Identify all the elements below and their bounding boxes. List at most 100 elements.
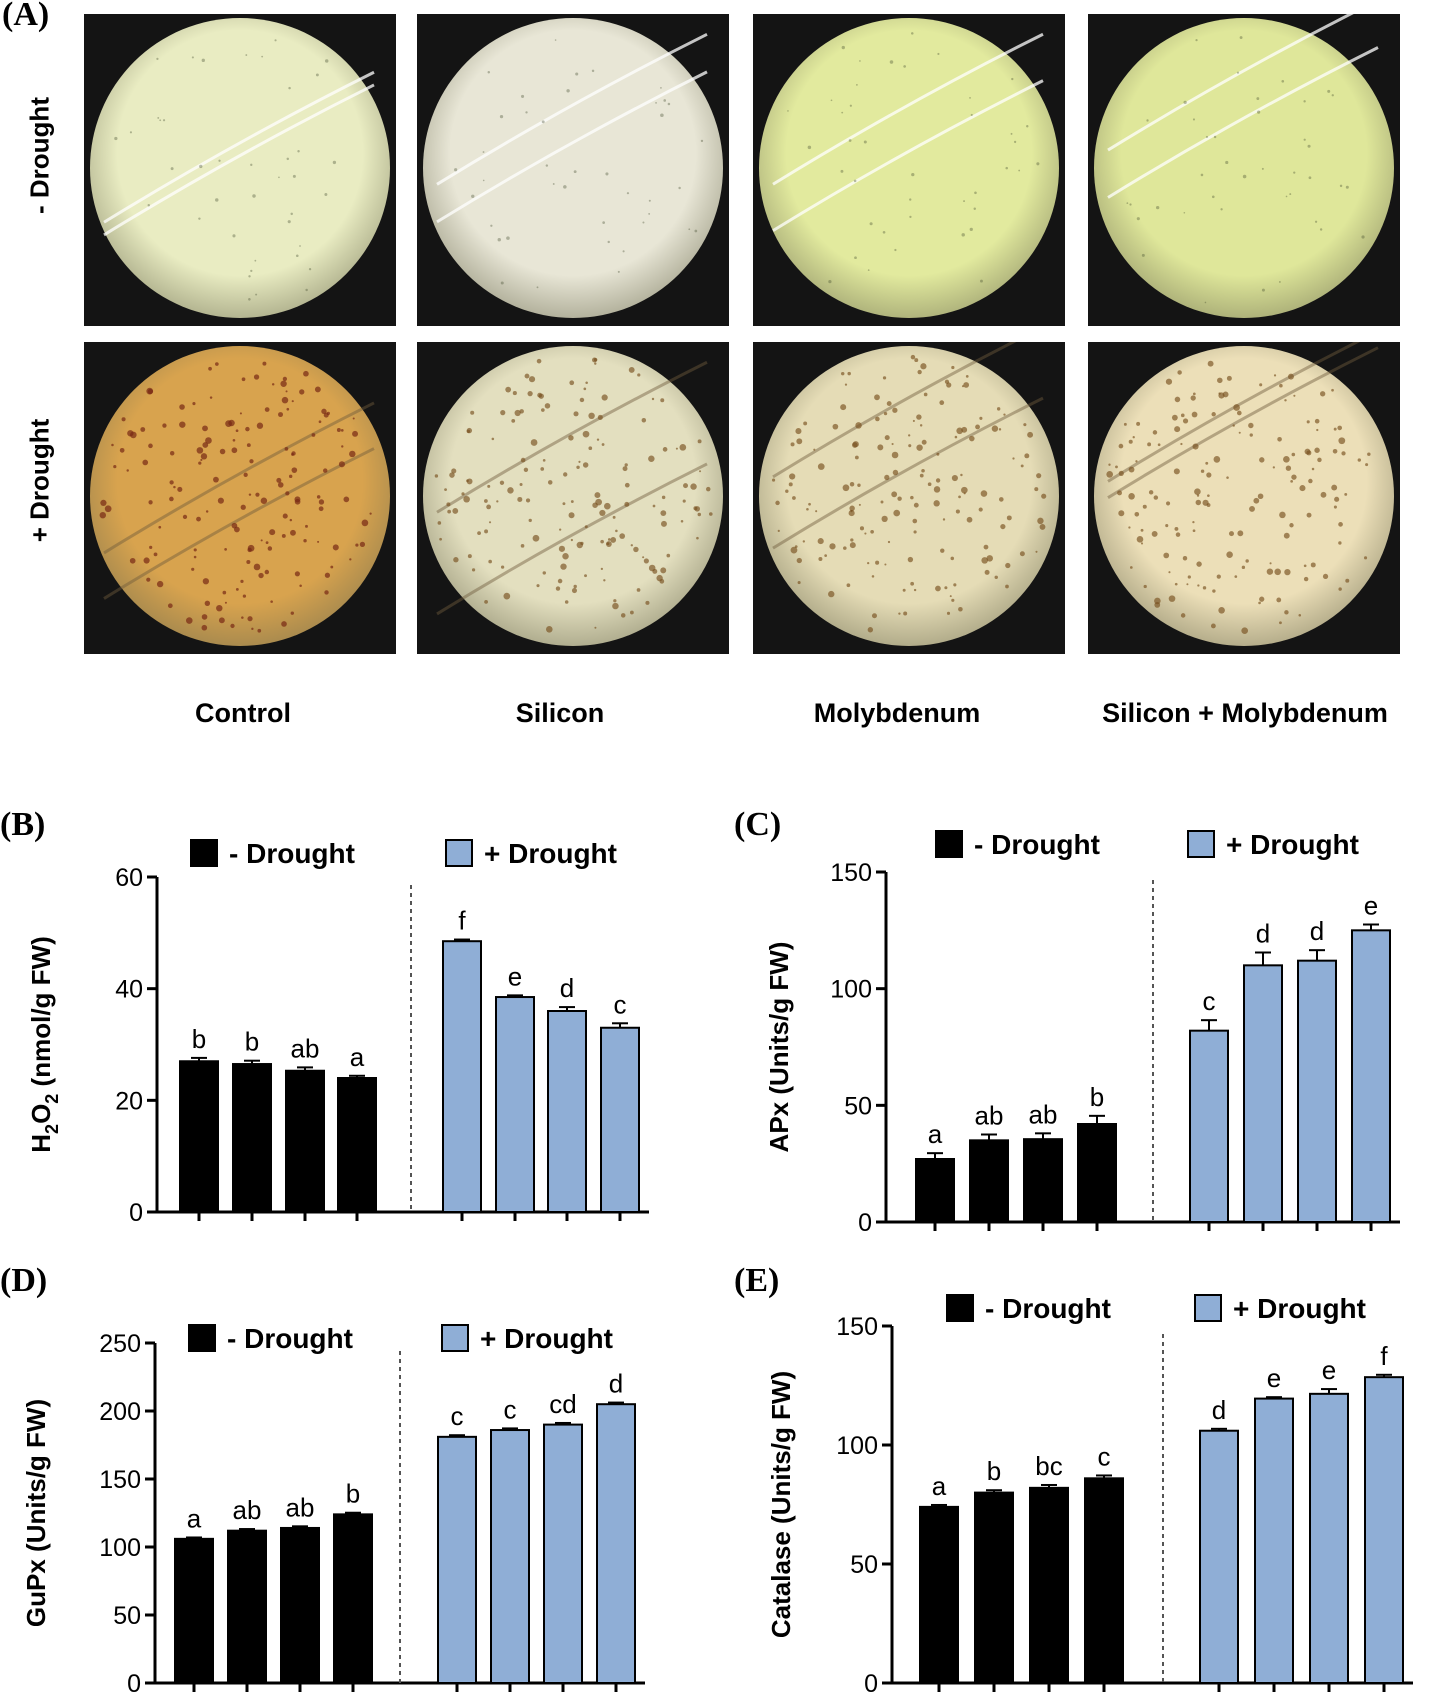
stain-speck bbox=[162, 119, 166, 122]
leaf-vein bbox=[772, 79, 1044, 232]
stain-speck bbox=[1186, 583, 1189, 586]
stain-speck bbox=[129, 131, 133, 134]
stain-speck bbox=[269, 529, 276, 536]
stain-speck bbox=[1299, 485, 1306, 492]
chart-b-legend-swatch bbox=[445, 839, 473, 867]
stain-speck bbox=[1259, 596, 1265, 602]
chart-c-bar bbox=[1189, 1029, 1229, 1223]
stain-speck bbox=[355, 543, 359, 547]
stain-speck bbox=[286, 157, 290, 161]
stain-speck bbox=[215, 198, 219, 202]
stain-speck bbox=[222, 590, 227, 595]
stain-speck bbox=[232, 234, 236, 238]
stain-speck bbox=[980, 490, 988, 497]
stain-speck bbox=[859, 526, 865, 531]
chart-b-significance-letter: b bbox=[192, 1024, 206, 1054]
stain-speck bbox=[919, 424, 923, 427]
stain-speck bbox=[437, 521, 442, 525]
stain-speck bbox=[563, 185, 567, 189]
stain-speck bbox=[169, 496, 174, 502]
chart-d-legend-label: - Drought bbox=[227, 1323, 353, 1354]
stain-speck bbox=[246, 560, 251, 565]
stain-speck bbox=[655, 101, 657, 104]
stain-speck bbox=[859, 60, 861, 62]
stain-speck bbox=[158, 525, 162, 529]
stain-speck bbox=[570, 500, 574, 503]
stain-speck bbox=[828, 279, 832, 284]
stain-speck bbox=[488, 521, 492, 524]
stain-speck bbox=[817, 538, 824, 545]
stain-speck bbox=[349, 558, 352, 561]
stain-speck bbox=[584, 525, 588, 529]
stain-speck bbox=[933, 486, 941, 493]
stain-speck bbox=[217, 497, 224, 504]
chart-c-legend-label: + Drought bbox=[1226, 829, 1359, 860]
stain-speck bbox=[288, 474, 293, 479]
chart-d-significance-letter: a bbox=[187, 1503, 202, 1533]
chart-c-significance-letter: d bbox=[1310, 916, 1324, 946]
chart-d-significance-letter: c bbox=[504, 1394, 517, 1424]
leaf-vein bbox=[103, 447, 375, 600]
stain-speck bbox=[706, 486, 711, 492]
stain-speck bbox=[1345, 185, 1349, 189]
stain-speck bbox=[218, 159, 221, 162]
stain-speck bbox=[787, 110, 789, 112]
stain-speck bbox=[113, 465, 117, 469]
chart-d-bar bbox=[490, 1429, 530, 1685]
stain-speck bbox=[874, 394, 880, 401]
stain-speck bbox=[973, 207, 976, 210]
stain-speck bbox=[912, 518, 918, 524]
microscope-field bbox=[423, 18, 723, 318]
stain-speck bbox=[624, 482, 630, 488]
stain-speck bbox=[850, 538, 854, 542]
stain-speck bbox=[917, 369, 922, 375]
stain-speck bbox=[1200, 469, 1205, 473]
micrograph-plus-drought-molybdenum bbox=[753, 342, 1065, 654]
leaf-vein bbox=[772, 342, 1017, 479]
chart-e-bar bbox=[1309, 1392, 1349, 1684]
stain-speck bbox=[294, 571, 300, 577]
stain-speck bbox=[1010, 132, 1013, 135]
stain-speck bbox=[205, 510, 209, 513]
stain-speck bbox=[542, 571, 547, 575]
stain-speck bbox=[1311, 467, 1315, 471]
stain-speck bbox=[789, 473, 796, 480]
stain-speck bbox=[521, 94, 525, 98]
stain-speck bbox=[696, 536, 699, 540]
stain-speck bbox=[840, 169, 844, 173]
stain-speck bbox=[261, 55, 264, 58]
stain-speck bbox=[841, 111, 844, 114]
stain-speck bbox=[1281, 79, 1285, 83]
stain-speck bbox=[940, 548, 945, 553]
stain-speck bbox=[576, 541, 584, 549]
stain-speck bbox=[1182, 556, 1188, 561]
stain-speck bbox=[215, 362, 219, 366]
stain-speck bbox=[499, 480, 505, 485]
stain-speck bbox=[249, 459, 254, 464]
stain-speck bbox=[910, 495, 914, 500]
stain-speck bbox=[1143, 584, 1147, 589]
stain-speck bbox=[140, 427, 146, 432]
stain-speck bbox=[1157, 443, 1161, 447]
stain-speck bbox=[867, 561, 870, 565]
stain-speck bbox=[1106, 471, 1114, 478]
stain-speck bbox=[667, 102, 671, 106]
stain-speck bbox=[648, 199, 651, 202]
stain-speck bbox=[447, 509, 452, 514]
stain-speck bbox=[1129, 203, 1132, 206]
stain-speck bbox=[661, 495, 666, 500]
chart-b-y-tick-label: 40 bbox=[115, 976, 143, 1004]
stain-speck bbox=[536, 358, 542, 364]
stain-speck bbox=[921, 439, 927, 445]
stain-speck bbox=[148, 443, 153, 449]
stain-speck bbox=[680, 519, 684, 523]
stain-speck bbox=[325, 59, 329, 63]
stain-speck bbox=[1174, 426, 1181, 433]
stain-speck bbox=[280, 380, 287, 387]
chart-b-bar bbox=[495, 996, 535, 1214]
stain-speck bbox=[875, 560, 880, 565]
stain-speck bbox=[1269, 562, 1272, 565]
stain-speck bbox=[954, 435, 958, 439]
stain-speck bbox=[910, 354, 916, 360]
stain-speck bbox=[630, 610, 634, 615]
